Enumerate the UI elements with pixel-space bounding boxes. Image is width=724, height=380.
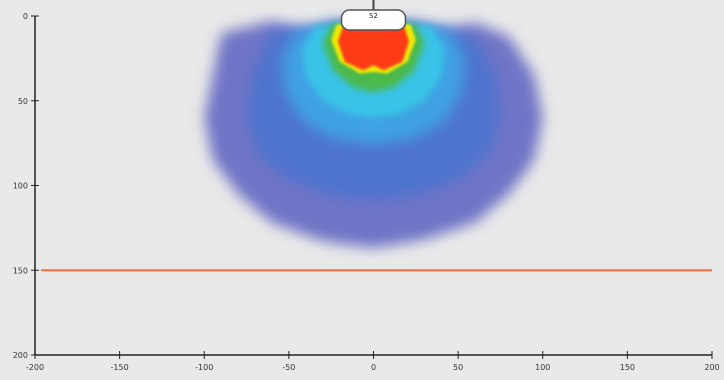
x-tick-label: -50	[282, 363, 295, 372]
axes: 0 50 100 150 200 -200 -150 -100 -50 0 50 100 150 200	[13, 12, 720, 372]
y-tick-label: 200	[13, 351, 28, 360]
x-tick-label: -100	[195, 363, 213, 372]
x-tick-label: -150	[111, 363, 129, 372]
x-tick-label: 200	[704, 363, 719, 372]
intensity-contours	[204, 21, 543, 249]
x-tick-label: 0	[371, 363, 376, 372]
source-marker-group: S2	[340, 0, 407, 31]
y-tick-label: 150	[13, 266, 28, 275]
x-tick-label: 50	[453, 363, 463, 372]
x-tick-label: 150	[620, 363, 635, 372]
source-label: S2	[369, 12, 378, 20]
y-tick-label: 100	[13, 182, 28, 191]
x-tick-label: 100	[535, 363, 550, 372]
source-housing	[340, 9, 407, 31]
y-tick-label: 0	[23, 12, 28, 21]
y-tick-label: 50	[18, 97, 28, 106]
x-tick-label: -200	[26, 363, 44, 372]
contour-max	[338, 21, 409, 71]
